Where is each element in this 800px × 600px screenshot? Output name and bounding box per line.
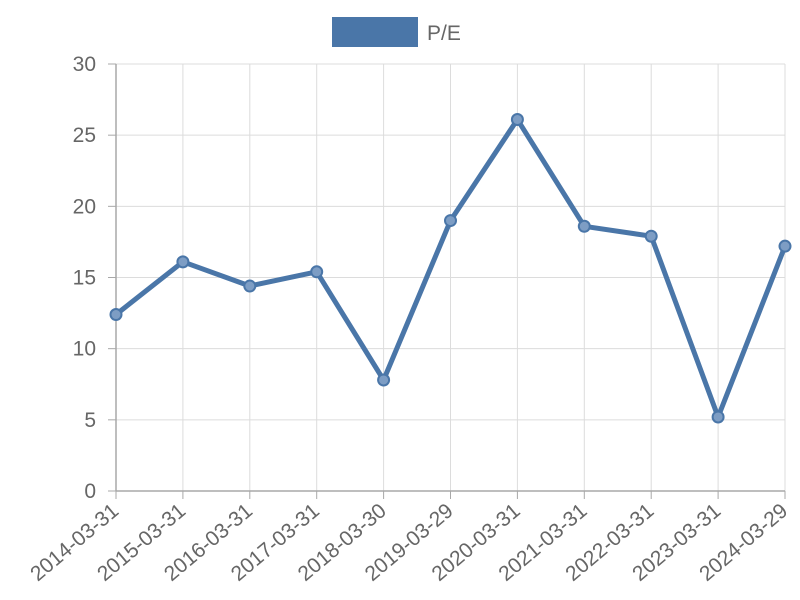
x-axis-labels: 2014-03-312015-03-312016-03-312017-03-31… xyxy=(26,499,792,586)
data-point[interactable] xyxy=(109,308,123,322)
legend-label: P/E xyxy=(427,22,461,45)
grid xyxy=(115,63,786,492)
data-point[interactable] xyxy=(644,229,658,243)
data-point[interactable] xyxy=(444,214,457,228)
data-point[interactable] xyxy=(377,373,391,387)
y-axis-labels: 0 5 10 15 20 25 30 xyxy=(73,53,96,503)
legend-swatch xyxy=(332,17,418,47)
data-point[interactable] xyxy=(310,265,324,279)
y-tick-label: 5 xyxy=(84,409,96,432)
y-tick-label: 25 xyxy=(73,124,96,147)
data-point[interactable] xyxy=(176,255,190,269)
axes xyxy=(108,63,786,499)
y-tick-label: 0 xyxy=(84,480,96,503)
data-point[interactable] xyxy=(243,279,257,293)
y-tick-label: 20 xyxy=(73,195,96,218)
y-tick-label: 15 xyxy=(73,267,96,290)
data-point[interactable] xyxy=(510,113,524,127)
data-point[interactable] xyxy=(778,239,792,253)
series-group xyxy=(109,113,792,424)
y-tick-label: 10 xyxy=(73,338,96,361)
data-point[interactable] xyxy=(577,219,591,233)
legend[interactable]: P/E xyxy=(332,17,461,47)
data-point[interactable] xyxy=(711,410,725,424)
y-tick-label: 30 xyxy=(73,53,96,76)
